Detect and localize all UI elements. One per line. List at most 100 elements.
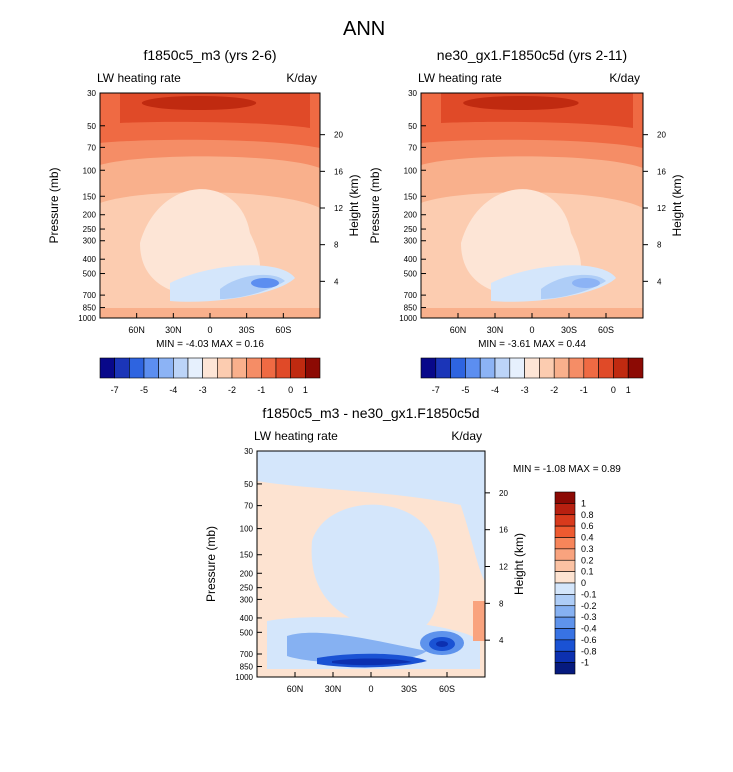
panel2-ytick-label: 200 [404, 211, 418, 220]
panel3-ytick-label: 150 [240, 551, 254, 560]
panel3-colorbar-label: 0.4 [581, 533, 594, 543]
panel3-left-label: LW heating rate [254, 429, 338, 443]
panel2-colorbar-label: -2 [550, 385, 558, 395]
panel2-y2tick-label: 20 [657, 131, 666, 140]
panel3-colorbar-swatch [554, 548, 576, 561]
panel3-xtick-label: 30S [401, 684, 417, 694]
panel1-colorbar-label: 0 [288, 385, 293, 395]
panel3-panel: f1850c5_m3 - ne30_gx1.F1850c5d LW heating… [204, 405, 621, 694]
panel3-ytick-label: 1000 [235, 673, 253, 682]
panel3-colorbar-swatch [554, 537, 576, 550]
panel3-colorbar-label: -0.1 [581, 589, 597, 599]
panel2-left-label: LW heating rate [418, 71, 502, 85]
panel1-colorbar-swatch [217, 357, 233, 379]
panel3-ytick-label: 700 [240, 650, 254, 659]
panel2-colorbar-label: -4 [491, 385, 499, 395]
panel1-ytick-label: 70 [87, 143, 96, 152]
panel3-field [257, 451, 485, 677]
panel2-y2tick-label: 12 [657, 204, 666, 213]
panel1-ytick-label: 1000 [78, 314, 96, 323]
panel1-colorbar-label: -7 [111, 385, 119, 395]
panel3-y2tick-label: 20 [499, 489, 508, 498]
panel3-xtick-label: 30N [325, 684, 342, 694]
panel3-colorbar-label: -0.2 [581, 601, 597, 611]
panel2-colorbar-swatch [450, 357, 466, 379]
panel1-colorbar-label: -2 [228, 385, 236, 395]
panel1-title: f1850c5_m3 (yrs 2-6) [143, 47, 276, 63]
panel2-colorbar-swatch [553, 357, 570, 379]
panel2-colorbar-swatch [627, 357, 644, 379]
panel3-colorbar-label: 0.6 [581, 521, 594, 531]
panel1-colorbar-swatch [202, 357, 218, 379]
panel1-colorbar-label: -5 [140, 385, 148, 395]
panel2-y2label: Height (km) [670, 174, 684, 236]
panel1-colorbar-label: -1 [257, 385, 265, 395]
panel2-title: ne30_gx1.F1850c5d (yrs 2-11) [437, 47, 627, 63]
panel2-ytick-label: 250 [404, 225, 418, 234]
panel1-y2tick-label: 20 [334, 131, 343, 140]
panel3-colorbar-label: 1 [581, 498, 586, 508]
panel1-y2tick-label: 8 [334, 241, 339, 250]
page-title: ANN [343, 18, 386, 40]
panel3-colorbar-swatch [554, 559, 576, 572]
panel3-colorbar-label: 0 [581, 578, 586, 588]
panel1-minmax: MIN = -4.03 MAX = 0.16 [156, 339, 264, 350]
panel3-colorbar-swatch [554, 628, 576, 641]
panel2-right-label: K/day [609, 71, 640, 85]
panel1-ytick-label: 30 [87, 89, 96, 98]
panel1-colorbar-label: 1 [303, 385, 308, 395]
panel3-title: f1850c5_m3 - ne30_gx1.F1850c5d [262, 405, 479, 421]
panel1-ytick-label: 850 [83, 304, 97, 313]
panel2-colorbar-swatch [583, 357, 599, 379]
panel2-xtick-label: 60N [450, 325, 467, 335]
panel3-colorbar-label: 0.1 [581, 567, 594, 577]
panel1-colorbar-swatch [158, 357, 174, 379]
panel2-colorbar-swatch [435, 357, 451, 379]
panel3-ytick-label: 200 [240, 569, 254, 578]
panel2-xtick-label: 30S [561, 325, 577, 335]
panel2-ytick-label: 30 [408, 89, 417, 98]
panel1-y2tick-label: 16 [334, 167, 343, 176]
panel3-colorbar-label: 0.8 [581, 510, 594, 520]
panel1-left-label: LW heating rate [97, 71, 181, 85]
panel1-ytick-label: 50 [87, 122, 96, 131]
panel3-xtick-label: 60S [439, 684, 455, 694]
panel1-y2tick-label: 4 [334, 277, 339, 286]
panel1-colorbar-swatch [114, 357, 130, 379]
panel3-colorbar-swatch [554, 605, 576, 618]
panel1-y2label: Height (km) [347, 174, 361, 236]
panel3-colorbar-swatch [554, 594, 576, 607]
panel2-y2tick-label: 8 [657, 241, 662, 250]
panel3-xtick-label: 60N [287, 684, 304, 694]
panel1-colorbar-swatch [231, 357, 247, 379]
panel1-xtick-label: 0 [207, 325, 212, 335]
panel3-colorbar-label: -0.3 [581, 612, 597, 622]
panel3-colorbar-swatch [554, 503, 576, 516]
panel2-colorbar-swatch [598, 357, 614, 379]
panel1-ytick-label: 250 [83, 225, 97, 234]
panel1-xtick-label: 30S [239, 325, 255, 335]
panel2-ytick-label: 700 [404, 291, 418, 300]
panel1-right-label: K/day [286, 71, 317, 85]
panel2-colorbar-label: -7 [432, 385, 440, 395]
panel2-colorbar-label: -5 [461, 385, 469, 395]
panel1-ytick-label: 100 [83, 166, 97, 175]
panel2-ytick-label: 70 [408, 143, 417, 152]
panel3-ytick-label: 850 [240, 663, 254, 672]
panel2-ytick-label: 300 [404, 237, 418, 246]
panel3-xtick-label: 0 [368, 684, 373, 694]
panel3-ytick-label: 500 [240, 628, 254, 637]
panel2-field [421, 93, 643, 318]
panel2-ytick-label: 100 [404, 166, 418, 175]
panel2-minmax: MIN = -3.61 MAX = 0.44 [478, 339, 586, 350]
panel1-xtick-label: 60S [275, 325, 291, 335]
panel2-ytick-label: 1000 [399, 314, 417, 323]
panel1-colorbar-swatch [290, 357, 306, 379]
panel1-ylabel: Pressure (mb) [47, 167, 61, 243]
panel2-colorbar-swatch [465, 357, 481, 379]
panel3-ylabel: Pressure (mb) [204, 526, 218, 602]
panel3-ytick-label: 30 [244, 447, 253, 456]
panel2-xtick-label: 0 [529, 325, 534, 335]
panel3-colorbar-label: 0.3 [581, 544, 594, 554]
panel2-xtick-label: 60S [598, 325, 614, 335]
